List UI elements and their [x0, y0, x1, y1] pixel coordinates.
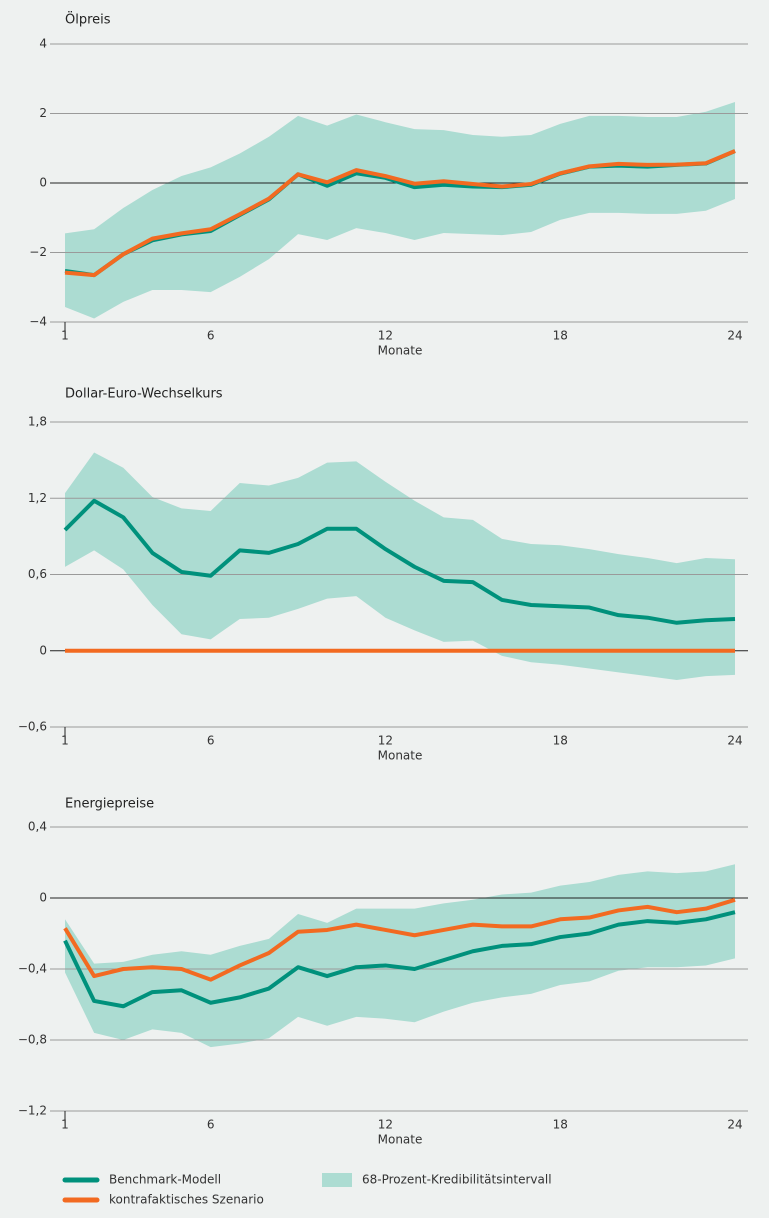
- credibility-band: [65, 102, 735, 319]
- y-tick-label: −0,6: [18, 720, 47, 734]
- chart-title: Energiepreise: [65, 797, 154, 812]
- series-line: [64, 149, 736, 278]
- y-tick-label: 0,4: [28, 820, 47, 834]
- x-tick-label: 18: [553, 1118, 568, 1132]
- series-line: [63, 498, 736, 625]
- chart-title: Ölpreis: [65, 11, 111, 28]
- series-line: [63, 897, 736, 982]
- x-tick-label: 6: [207, 1118, 215, 1132]
- y-tick-label: −2: [29, 245, 47, 259]
- y-tick-label: 1,8: [28, 415, 47, 429]
- x-tick-label: 24: [727, 1118, 742, 1132]
- y-tick-label: 1,2: [28, 491, 47, 505]
- x-tick-label: 6: [207, 734, 215, 748]
- x-tick-label: 24: [727, 329, 742, 343]
- y-tick-label: 4: [39, 37, 47, 51]
- y-tick-label: −1,2: [18, 1104, 47, 1118]
- x-axis-label: Monate: [378, 749, 423, 763]
- x-axis-label: Monate: [378, 1133, 423, 1147]
- y-tick-label: 2: [39, 106, 47, 120]
- legend-label: 68-Prozent-Kredibilitätsintervall: [362, 1173, 552, 1187]
- y-tick-label: −0,4: [18, 962, 47, 976]
- x-tick-label: 24: [727, 734, 742, 748]
- credibility-band: [65, 452, 735, 680]
- legend-label: Benchmark-Modell: [109, 1173, 221, 1187]
- credibility-band: [65, 864, 735, 1048]
- y-tick-label: −0,8: [18, 1033, 47, 1047]
- x-tick-label: 1: [61, 329, 69, 343]
- legend-label: kontrafaktisches Szenario: [109, 1193, 264, 1207]
- x-tick-label: 12: [378, 734, 393, 748]
- chart-title: Dollar-Euro-Wechselkurs: [65, 387, 223, 402]
- x-axis-label: Monate: [378, 344, 423, 358]
- x-tick-label: 6: [207, 329, 215, 343]
- series-line: [63, 910, 736, 1009]
- x-tick-label: 18: [553, 734, 568, 748]
- x-tick-label: 18: [553, 329, 568, 343]
- legend-swatch: [322, 1173, 352, 1187]
- y-tick-label: 0: [39, 891, 47, 905]
- x-tick-label: 12: [378, 1118, 393, 1132]
- y-tick-label: 0: [39, 176, 47, 190]
- x-tick-label: 12: [378, 329, 393, 343]
- y-tick-label: 0,6: [28, 567, 47, 581]
- x-tick-label: 1: [61, 1118, 69, 1132]
- y-tick-label: −4: [29, 315, 47, 329]
- y-tick-label: 0: [39, 643, 47, 657]
- x-tick-label: 1: [61, 734, 69, 748]
